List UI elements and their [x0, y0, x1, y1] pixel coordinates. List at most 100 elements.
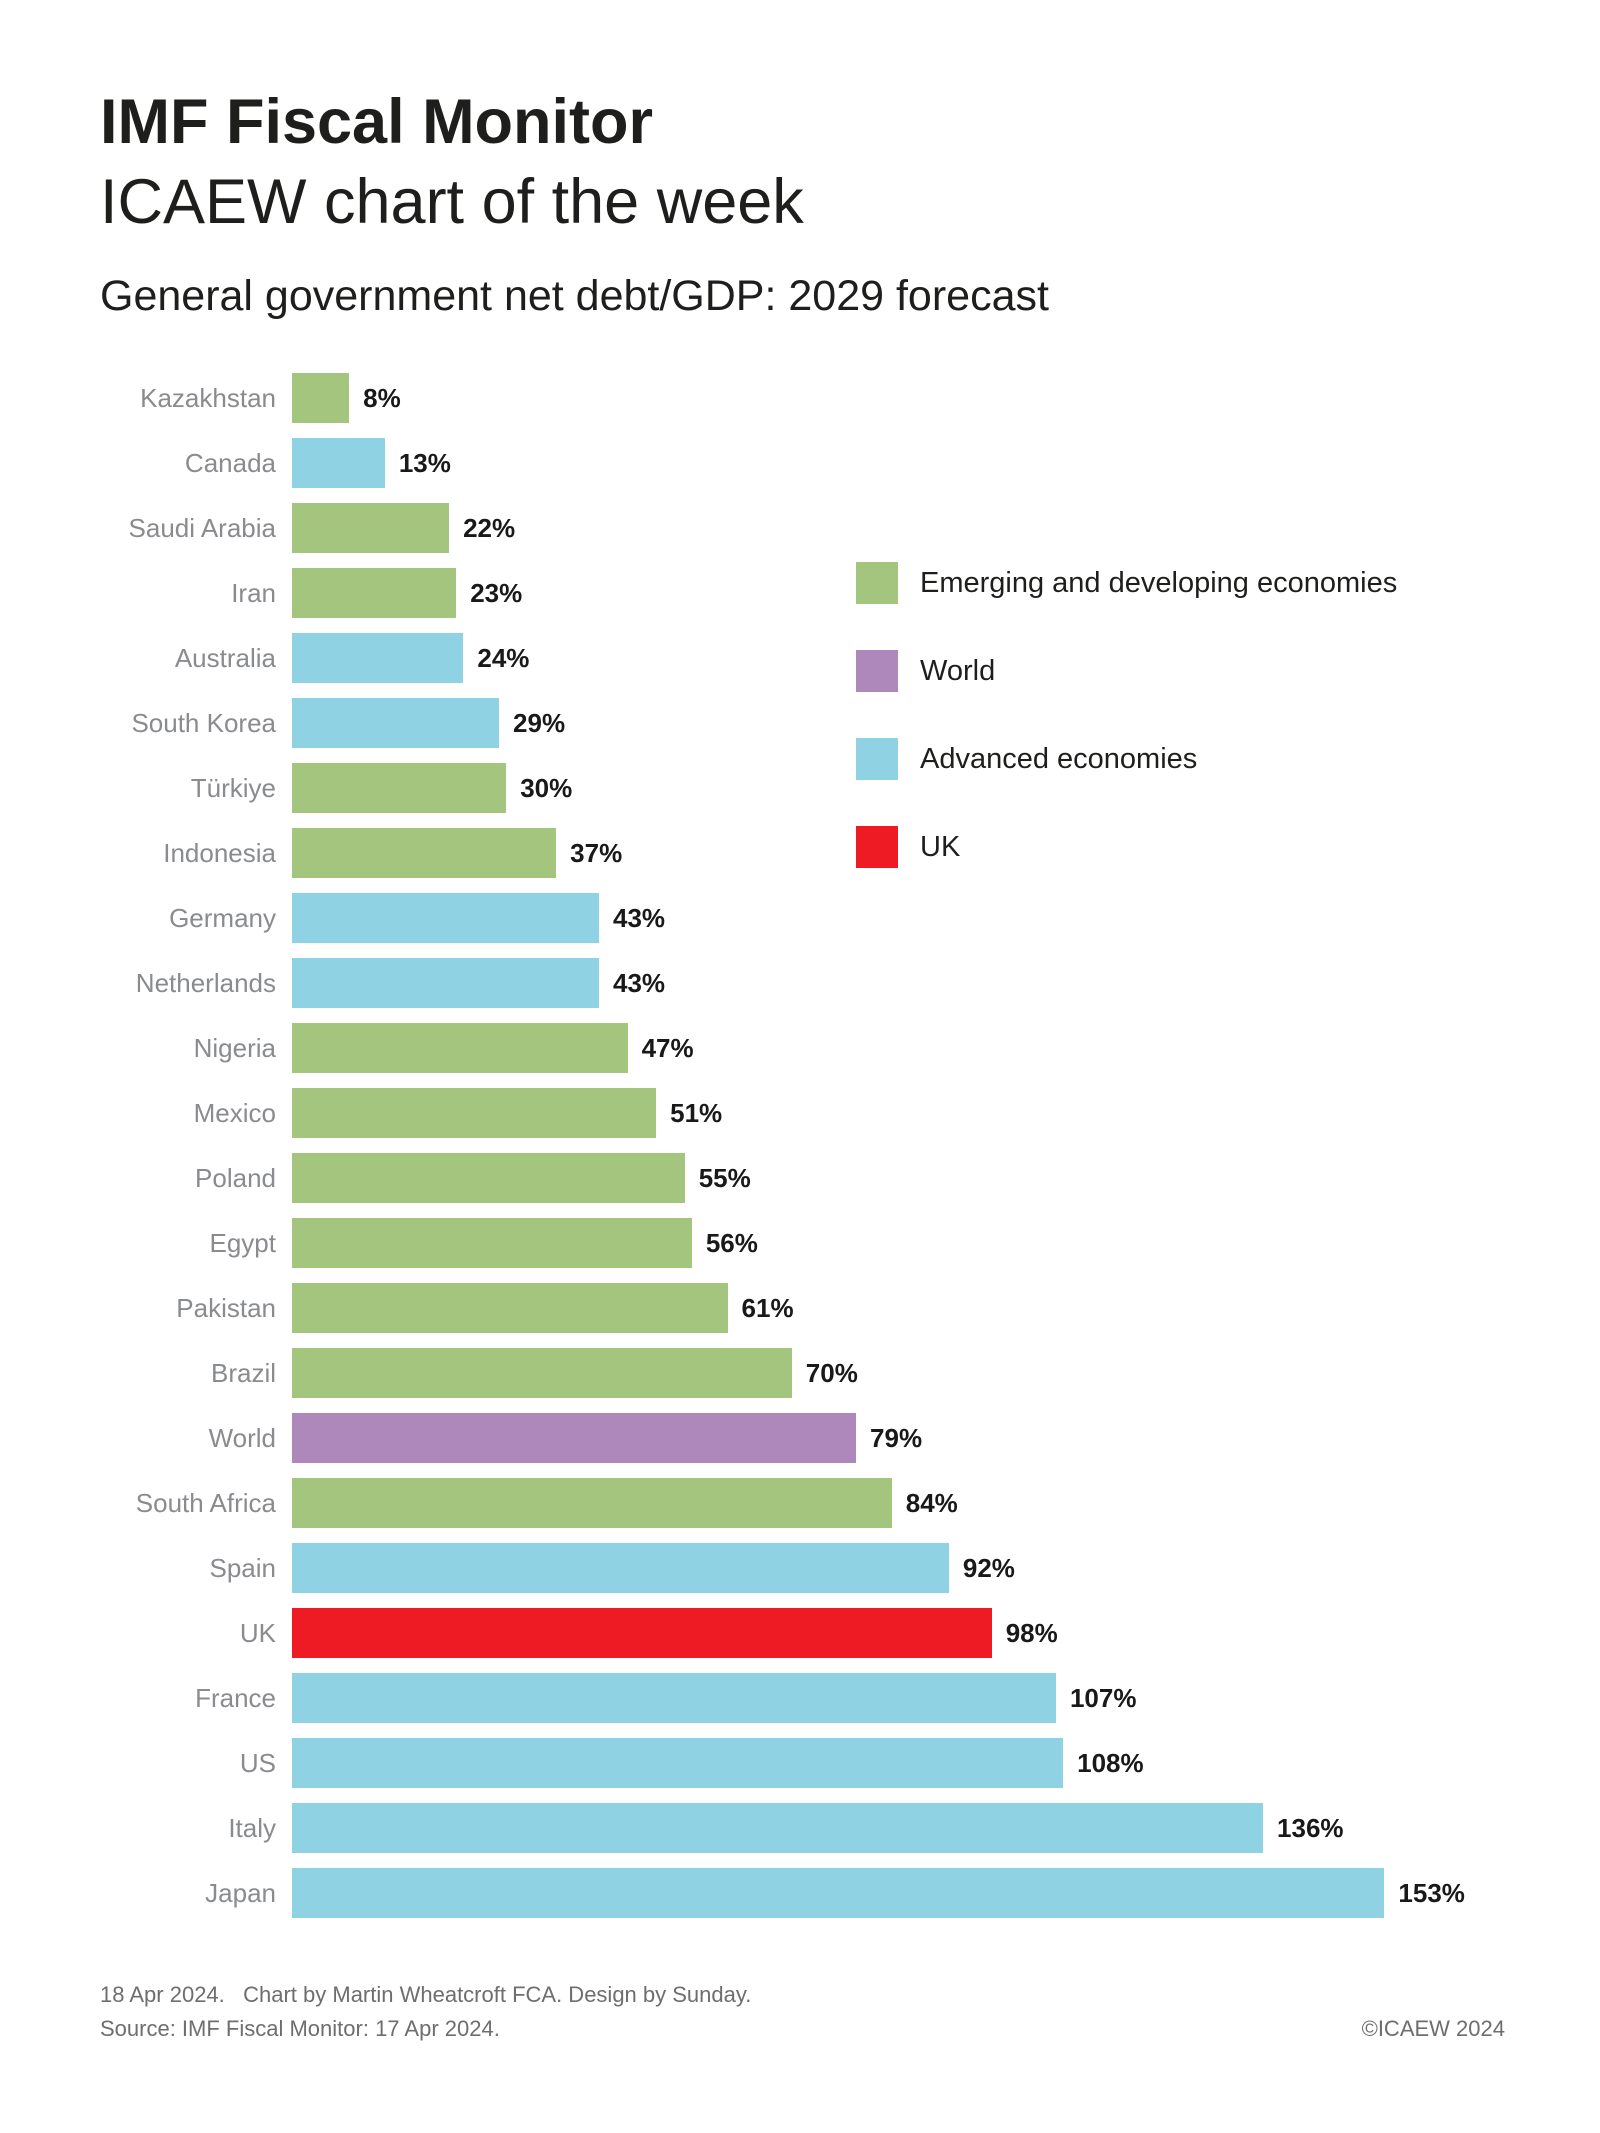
category-label: Iran	[231, 577, 276, 608]
bar-uk	[292, 1608, 992, 1658]
value-label: 47%	[641, 1032, 694, 1063]
bar-advanced	[292, 1868, 1385, 1918]
footer-source: Source: IMF Fiscal Monitor: 17 Apr 2024.	[100, 2016, 500, 2041]
bar-advanced	[292, 893, 600, 943]
category-label: France	[195, 1682, 276, 1713]
chart-row: Spain 92%	[0, 1543, 1600, 1593]
category-label: Nigeria	[193, 1032, 276, 1063]
legend-item: World	[856, 650, 1397, 692]
category-label: Poland	[195, 1162, 276, 1193]
chart-row: Poland 55%	[0, 1153, 1600, 1203]
value-label: 55%	[698, 1162, 751, 1193]
value-label: 30%	[520, 772, 573, 803]
bar-emerging	[292, 828, 557, 878]
category-label: Pakistan	[176, 1292, 276, 1323]
bar-emerging	[292, 1478, 892, 1528]
value-label: 108%	[1077, 1747, 1144, 1778]
chart-row: Netherlands 43%	[0, 958, 1600, 1008]
chart-row: Australia 24%	[0, 633, 1600, 683]
category-label: Mexico	[193, 1097, 276, 1128]
value-label: 98%	[1005, 1617, 1058, 1648]
page-title: IMF Fiscal Monitor	[100, 87, 654, 157]
bar-emerging	[292, 1023, 628, 1073]
chart-row: Indonesia 37%	[0, 828, 1600, 878]
page-header: IMF Fiscal Monitor ICAEW chart of the we…	[100, 82, 804, 242]
value-label: 84%	[905, 1487, 958, 1518]
category-label: Germany	[169, 902, 276, 933]
bar-emerging	[292, 763, 507, 813]
category-label: South Africa	[135, 1487, 276, 1518]
chart-row: UK 98%	[0, 1608, 1600, 1658]
bar-advanced	[292, 1543, 949, 1593]
bar-emerging	[292, 1218, 692, 1268]
category-label: Egypt	[209, 1227, 277, 1258]
chart-row: Türkiye 30%	[0, 763, 1600, 813]
chart-row: Kazakhstan 8%	[0, 373, 1600, 423]
page-footer: 18 Apr 2024. Chart by Martin Wheatcroft …	[100, 1978, 1505, 2046]
chart-row: Brazil 70%	[0, 1348, 1600, 1398]
legend-item: UK	[856, 826, 1397, 868]
legend-label: Emerging and developing economies	[920, 566, 1398, 599]
chart-row: France 107%	[0, 1673, 1600, 1723]
category-label: Türkiye	[190, 772, 276, 803]
value-label: 37%	[570, 837, 623, 868]
chart-row: Germany 43%	[0, 893, 1600, 943]
category-label: Canada	[184, 447, 276, 478]
legend-item: Advanced economies	[856, 738, 1397, 780]
category-label: World	[208, 1422, 276, 1453]
bar-advanced	[292, 633, 464, 683]
chart-row: Iran 23%	[0, 568, 1600, 618]
bar-emerging	[292, 568, 457, 618]
bar-emerging	[292, 1348, 792, 1398]
chart-title: General government net debt/GDP: 2029 fo…	[100, 272, 1049, 320]
value-label: 22%	[463, 512, 516, 543]
category-label: Indonesia	[163, 837, 276, 868]
page-title-secondary: ICAEW chart of the week	[100, 167, 804, 237]
chart-row: Mexico 51%	[0, 1088, 1600, 1138]
chart-row: Canada 13%	[0, 438, 1600, 488]
bar-emerging	[292, 1088, 657, 1138]
category-label: South Korea	[131, 707, 276, 738]
value-label: 24%	[477, 642, 530, 673]
value-label: 79%	[870, 1422, 923, 1453]
bar-emerging	[292, 1153, 685, 1203]
category-label: Kazakhstan	[140, 382, 276, 413]
category-label: Spain	[209, 1552, 277, 1583]
bar-advanced	[292, 438, 385, 488]
chart-row: Egypt 56%	[0, 1218, 1600, 1268]
chart-row: Japan 153%	[0, 1868, 1600, 1918]
legend-swatch-uk	[856, 826, 898, 868]
value-label: 23%	[470, 577, 523, 608]
value-label: 107%	[1069, 1682, 1137, 1713]
value-label: 153%	[1398, 1877, 1465, 1908]
category-label: Australia	[174, 642, 276, 673]
chart-row: US 108%	[0, 1738, 1600, 1788]
footer-date-credit: 18 Apr 2024. Chart by Martin Wheatcroft …	[100, 1982, 752, 2007]
chart-row: South Africa 84%	[0, 1478, 1600, 1528]
value-label: 51%	[670, 1097, 723, 1128]
bar-advanced	[292, 958, 600, 1008]
value-label: 61%	[741, 1292, 794, 1323]
value-label: 13%	[398, 447, 451, 478]
value-label: 43%	[613, 902, 666, 933]
chart-row: Nigeria 47%	[0, 1023, 1600, 1073]
legend-swatch-world	[856, 650, 898, 692]
bar-advanced	[292, 1803, 1264, 1853]
bar-world	[292, 1413, 857, 1463]
value-label: 136%	[1277, 1812, 1344, 1843]
value-label: 8%	[363, 382, 401, 413]
legend-label: Advanced economies	[920, 742, 1198, 775]
chart-row: World 79%	[0, 1413, 1600, 1463]
bar-advanced	[292, 1673, 1056, 1723]
category-label: Netherlands	[135, 967, 276, 998]
category-label: US	[239, 1747, 276, 1778]
value-label: 29%	[513, 707, 566, 738]
category-label: Brazil	[210, 1357, 276, 1388]
value-label: 43%	[613, 967, 666, 998]
category-label: Italy	[228, 1812, 276, 1843]
bar-chart: Kazakhstan 8% Canada 13% Saudi Arabia 22% Iran…	[0, 373, 1600, 1933]
category-label: Japan	[205, 1877, 276, 1908]
chart-row: Italy 136%	[0, 1803, 1600, 1853]
chart-row: Saudi Arabia 22%	[0, 503, 1600, 553]
bar-emerging	[292, 503, 450, 553]
